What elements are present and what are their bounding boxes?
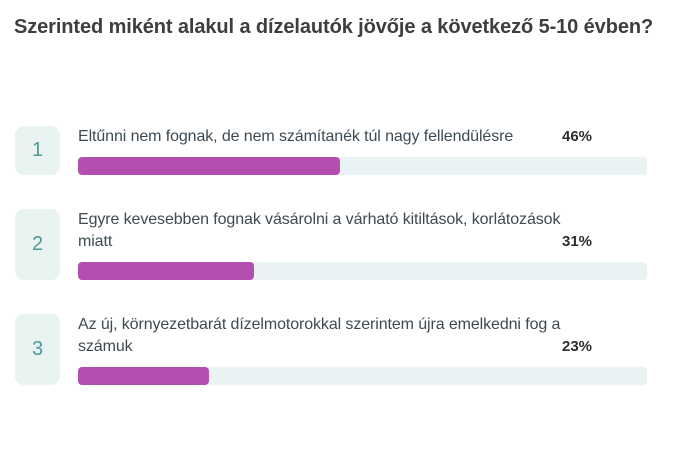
question-title: Szerinted miként alakul a dízelautók jöv… bbox=[14, 16, 654, 38]
result-row: 2 Egyre kevesebben fognak vásárolni a vá… bbox=[15, 209, 700, 280]
poll-results-panel: Szerinted miként alakul a dízelautók jöv… bbox=[0, 13, 700, 472]
result-header: Az új, környezetbarát dízelmotorokkal sz… bbox=[78, 314, 647, 358]
bar-track bbox=[78, 262, 647, 280]
bar-fill bbox=[78, 367, 209, 385]
results-list: 1 Eltűnni nem fognak, de nem számítanék … bbox=[15, 126, 700, 385]
answer-label: Eltűnni nem fognak, de nem számítanék tú… bbox=[78, 128, 514, 145]
result-content: Eltűnni nem fognak, de nem számítanék tú… bbox=[78, 126, 647, 175]
result-row: 3 Az új, környezetbarát dízelmotorokkal … bbox=[15, 314, 700, 385]
percent-value: 23% bbox=[562, 338, 593, 355]
answer-label: Az új, környezetbarát dízelmotorokkal sz… bbox=[78, 316, 561, 355]
rank-number: 3 bbox=[31, 338, 44, 360]
rank-number: 2 bbox=[31, 233, 44, 255]
bar-track bbox=[78, 367, 647, 385]
bar-fill bbox=[78, 157, 340, 175]
result-header: Egyre kevesebben fognak vásárolni a várh… bbox=[78, 209, 647, 253]
percent-value: 46% bbox=[562, 128, 593, 145]
percent-value: 31% bbox=[562, 233, 593, 250]
rank-badge: 1 bbox=[15, 126, 60, 175]
answer-label: Egyre kevesebben fognak vásárolni a várh… bbox=[78, 211, 561, 250]
result-content: Az új, környezetbarát dízelmotorokkal sz… bbox=[78, 314, 647, 385]
bar-track bbox=[78, 157, 647, 175]
rank-number: 1 bbox=[31, 139, 44, 161]
result-header: Eltűnni nem fognak, de nem számítanék tú… bbox=[78, 126, 647, 148]
rank-badge: 2 bbox=[15, 209, 60, 280]
bar-fill bbox=[78, 262, 255, 280]
result-content: Egyre kevesebben fognak vásárolni a várh… bbox=[78, 209, 647, 280]
rank-badge: 3 bbox=[15, 314, 60, 385]
result-row: 1 Eltűnni nem fognak, de nem számítanék … bbox=[15, 126, 700, 175]
